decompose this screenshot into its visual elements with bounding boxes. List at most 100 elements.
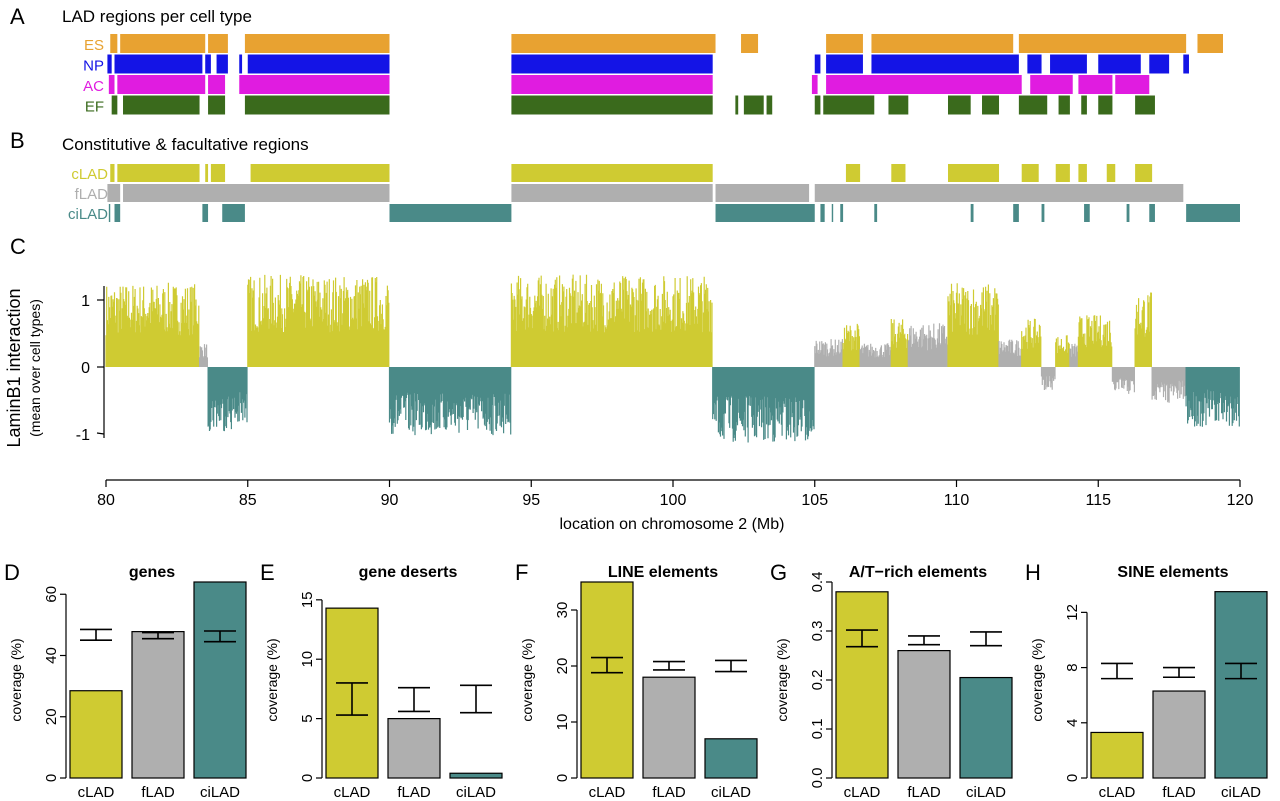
panel-a-segment-ef-14 xyxy=(1058,95,1070,115)
panel-a-letter: A xyxy=(10,4,25,29)
panel-c-ylabel-sub: (mean over cell types) xyxy=(27,299,43,437)
bar-category-label-e-clad: cLAD xyxy=(334,784,371,801)
bar-panel-ytick-label-f-2: 20 xyxy=(554,658,571,675)
panel-a-segment-np-7 xyxy=(814,54,821,74)
bar-g-cilad xyxy=(959,676,1013,779)
bar-panel-ytick-label-h-0: 0 xyxy=(1064,774,1081,782)
bar-panel-letter-h: H xyxy=(1025,560,1041,585)
bar-d-cilad xyxy=(193,581,247,779)
panel-b-segment-cilad-9 xyxy=(874,204,878,222)
panel-b-segment-clad-6 xyxy=(845,164,861,182)
panel-c-xtick-label-105: 105 xyxy=(801,492,828,509)
panel-a-segment-ac-3 xyxy=(239,75,390,94)
panel-b-segment-clad-4 xyxy=(250,164,390,182)
errorbar-h-clad xyxy=(1101,662,1133,680)
bar-panel-ylabel-h: coverage (%) xyxy=(1029,638,1045,721)
panel-a-segment-np-4 xyxy=(239,54,243,74)
panel-a-segment-ef-10 xyxy=(888,95,909,115)
bar-panel-g: G A/T−rich elements coverage (%) 0.0 0.1 0.2 0… xyxy=(770,560,1013,801)
bar-category-label-f-clad: cLAD xyxy=(589,784,626,801)
panel-a-segment-es-4 xyxy=(511,34,716,53)
panel-c-xtick-label-110: 110 xyxy=(944,492,970,509)
panel-a-segment-ac-8 xyxy=(1078,75,1113,94)
panel-b-segment-cilad-7 xyxy=(831,204,834,222)
errorbar-e-flad xyxy=(398,686,430,713)
bar-category-label-d-cilad: ciLAD xyxy=(200,784,240,801)
panel-c-xtick-label-80: 80 xyxy=(97,492,115,509)
bar-panel-ytick-label-e-0: 0 xyxy=(299,774,316,782)
bar-e-cilad xyxy=(449,772,503,779)
bar-category-label-h-clad: cLAD xyxy=(1099,784,1136,801)
errorbar-h-cilad xyxy=(1225,662,1257,680)
bar-panel-letter-e: E xyxy=(260,560,275,585)
signal-region-cilad-7 xyxy=(712,367,815,443)
panel-b-segment-clad-9 xyxy=(1021,164,1039,182)
panel-a-segment-ef-15 xyxy=(1081,95,1087,115)
errorbar-h-flad xyxy=(1163,666,1195,679)
panel-a-segment-np-5 xyxy=(247,54,390,74)
panel-b-track-label-cilad: ciLAD xyxy=(68,206,108,223)
panel-a-segment-ef-4 xyxy=(511,95,713,115)
panel-a-segment-ef-6 xyxy=(743,95,764,115)
bar-d-clad xyxy=(69,690,123,779)
panel-b-title: Constitutive & facultative regions xyxy=(62,135,309,154)
errorbar-d-clad xyxy=(80,628,112,641)
panel-b-segment-clad-5 xyxy=(511,164,713,182)
panel-b-track-label-clad: cLAD xyxy=(71,166,108,183)
panel-c-letter: C xyxy=(10,234,26,259)
bar-category-label-d-clad: cLAD xyxy=(78,784,115,801)
panel-a-segment-ac-5 xyxy=(811,75,818,94)
bar-panel-letter-f: F xyxy=(515,560,528,585)
bar-panel-letter-d: D xyxy=(4,560,20,585)
errorbar-e-cilad xyxy=(460,684,492,714)
panel-b-segment-clad-2 xyxy=(205,164,209,182)
panel-a-track-label-ac: AC xyxy=(83,78,104,95)
panel-a-segment-ef-17 xyxy=(1135,95,1155,115)
panel-a-tracks: ES NP AC EF xyxy=(83,34,1223,116)
bar-panel-ytick-label-f-3: 30 xyxy=(554,602,571,619)
bar-g-clad xyxy=(835,591,889,779)
panel-a-segment-es-5 xyxy=(741,34,759,53)
errorbar-g-clad xyxy=(846,629,878,648)
panel-a-title: LAD regions per cell type xyxy=(62,7,252,26)
bar-panel-ytick-label-f-1: 10 xyxy=(554,714,571,731)
bar-panel-letter-g: G xyxy=(770,560,787,585)
panel-a-segment-np-1 xyxy=(114,54,203,74)
panel-a-segment-es-2 xyxy=(208,34,228,53)
signal-region-clad-11 xyxy=(890,319,909,367)
bar-e-flad xyxy=(387,718,441,779)
bar-panel-ytick-label-d-1: 20 xyxy=(43,708,60,725)
panel-c-xtick-label-85: 85 xyxy=(239,492,257,509)
panel-a-segment-es-8 xyxy=(1018,34,1187,53)
panel-b-segment-clad-1 xyxy=(117,164,200,182)
panel-a-segment-ac-0 xyxy=(108,75,115,94)
panel-c-xtick-label-115: 115 xyxy=(1085,492,1111,509)
panel-c-xtick-label-100: 100 xyxy=(660,492,687,509)
panel-b-segment-cilad-3 xyxy=(222,204,245,222)
panel-c-ytick-label-0: 0 xyxy=(81,360,90,377)
panel-b-segment-clad-3 xyxy=(210,164,226,182)
panel-b-letter: B xyxy=(10,128,25,153)
errorbar-g-flad xyxy=(908,635,940,646)
panel-c-xtick-label-90: 90 xyxy=(381,492,399,509)
signal-region-flad-14 xyxy=(998,339,1022,367)
signal-region-flad-10 xyxy=(859,343,892,367)
errorbar-f-flad xyxy=(653,660,685,671)
bar-panel-ytick-label-f-0: 0 xyxy=(554,774,571,782)
panel-a-segment-ef-7 xyxy=(766,95,773,115)
panel-a-segment-ef-11 xyxy=(947,95,971,115)
bar-panel-title-g: A/T−rich elements xyxy=(849,564,987,581)
panel-a-segment-ac-4 xyxy=(511,75,713,94)
panel-b-segment-flad-2 xyxy=(511,184,713,202)
signal-region-flad-1 xyxy=(199,344,208,367)
panel-b-segment-cilad-6 xyxy=(820,204,825,222)
panel-b-segment-cilad-14 xyxy=(1126,204,1130,222)
panel-b-segment-flad-3 xyxy=(715,184,810,202)
bar-category-label-g-clad: cLAD xyxy=(844,784,881,801)
panel-a-segment-es-3 xyxy=(244,34,390,53)
panel-b-segment-clad-7 xyxy=(891,164,906,182)
bar-panel-ylabel-e: coverage (%) xyxy=(264,638,280,721)
panel-a-track-label-es: ES xyxy=(84,37,104,54)
